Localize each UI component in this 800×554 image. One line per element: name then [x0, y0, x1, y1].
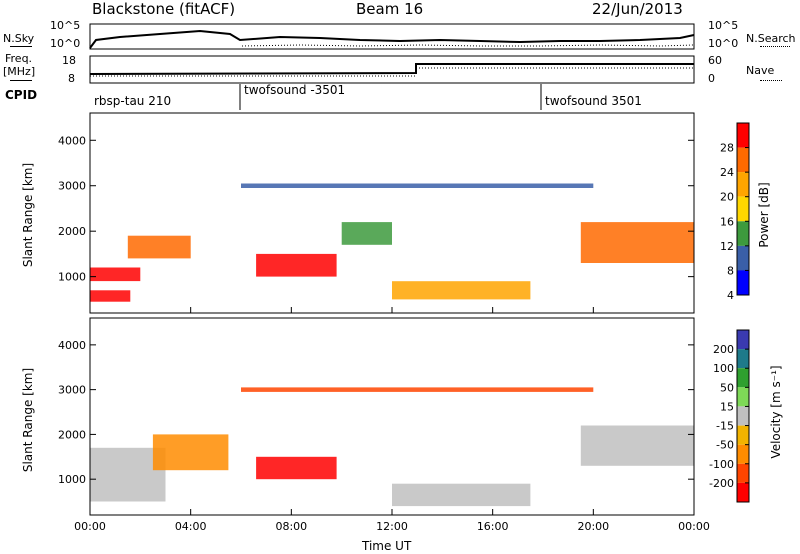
nsky-series	[89, 29, 695, 49]
freq-tick-bottom: 8	[68, 72, 75, 85]
power-cbar-swatch-0	[737, 123, 749, 148]
power-yticks-label-1: 2000	[58, 225, 86, 238]
nave-tick-top: 60	[708, 54, 722, 67]
power-regions-region-5	[392, 281, 531, 300]
cpid-label: CPID	[5, 88, 38, 102]
freq-label: Freq.	[5, 52, 33, 65]
nsky-legend-line	[10, 46, 32, 47]
beam-title: Beam 16	[356, 0, 424, 18]
nsearch-label: N.Search	[746, 32, 796, 45]
power-regions-region-1	[90, 290, 131, 302]
power-cbar-swatch-3	[737, 196, 749, 222]
nave-tick-bottom: 0	[708, 72, 715, 85]
cpid-segment-2: twofsound -3501	[244, 83, 346, 97]
freq-panel-frame	[89, 55, 695, 84]
power-yticks-label-2: 3000	[58, 180, 86, 193]
power-regions-region-3	[256, 253, 337, 277]
velocity-cbar-swatch-2	[737, 368, 749, 388]
velocity-regions-region-2	[256, 456, 337, 480]
time-xticks: 00:00 04:00 08:00 12:00 16:00 20:00 00:00	[74, 307, 710, 533]
power-colorbar: 28 24 20 16 12 8 4	[720, 122, 750, 302]
sky-left-tick-bottom: 10^0	[50, 37, 81, 50]
cpid-segment-1: rbsp-tau 210	[94, 94, 172, 108]
velocity-cbar-swatch-5	[737, 425, 749, 445]
power-cbar-swatch-2	[737, 172, 749, 197]
nave-legend-line	[760, 80, 782, 81]
power-regions-region-4	[341, 222, 392, 245]
sky-panel-frame	[89, 23, 695, 50]
velocity-cbar-swatch-0	[737, 330, 749, 350]
velocity-cbar-label-3: 15	[720, 400, 734, 413]
xtick-label-2: 08:00	[275, 520, 307, 533]
velocity-cbar-frame	[736, 329, 750, 503]
xtick-label-5: 20:00	[577, 520, 609, 533]
xtick-label-3: 12:00	[376, 520, 408, 533]
velocity-regions-region-1	[152, 434, 229, 471]
freq-tick-top: 18	[62, 54, 76, 67]
power-yticks-label-3: 4000	[58, 134, 86, 147]
velocity-cbar-swatch-1	[737, 349, 749, 369]
power-heatmap	[90, 183, 695, 302]
power-cbar-frame	[736, 122, 750, 296]
sky-right-tick-top: 10^5	[708, 19, 739, 32]
power-cbar-swatch-1	[737, 147, 749, 173]
velocity-cbar-label-4: -15	[716, 420, 734, 433]
velocity-cbar-label-6: -100	[709, 458, 734, 471]
nsky-label: N.Sky	[3, 32, 35, 45]
sky-left-tick-top: 10^5	[50, 19, 81, 32]
xtick-label-0: 00:00	[74, 520, 106, 533]
nsearch-legend-line	[760, 46, 790, 47]
freq-legend-line	[10, 80, 32, 81]
velocity-cbar-label-0: 200	[713, 343, 734, 356]
freq-series	[89, 63, 694, 75]
velocity-regions-region-3	[392, 483, 531, 507]
station-title: Blackstone (fitACF)	[92, 0, 236, 18]
velocity-cbar-swatch-3	[737, 387, 749, 407]
velocity-cbar-label-5: -50	[716, 439, 734, 452]
power-cbar-label-5: 8	[727, 264, 734, 277]
velocity-cbar-label-7: -200	[709, 477, 734, 490]
velocity-yticks-label-1: 2000	[58, 428, 86, 441]
velocity-cbar-swatch-6	[737, 444, 749, 464]
time-xlabel: Time UT	[362, 539, 412, 553]
power-cbar-label-4: 12	[720, 240, 734, 253]
nsearch-series	[241, 44, 695, 47]
velocity-cbar-swatch-7	[737, 463, 749, 483]
velocity-regions-region-5	[241, 387, 594, 392]
velocity-yticks-label-3: 4000	[58, 339, 86, 352]
xtick-label-1: 04:00	[175, 520, 207, 533]
cpid-segment-3: twofsound 3501	[545, 94, 642, 108]
velocity-regions-region-4	[580, 425, 695, 466]
xtick-label-4: 16:00	[477, 520, 509, 533]
power-cbar-swatch-6	[737, 270, 749, 295]
power-yticks-label-0: 1000	[58, 271, 86, 284]
power-cbar-label-6: 4	[727, 289, 734, 302]
velocity-cbar-swatch-4	[737, 406, 749, 426]
power-cbar-label-3: 16	[720, 215, 734, 228]
power-regions-region-0	[90, 267, 141, 282]
date-title: 22/Jun/2013	[592, 0, 683, 18]
power-cbar-label-0: 28	[720, 142, 734, 155]
velocity-yticks-label-2: 3000	[58, 384, 86, 397]
velocity-colorbar: 200 100 50 15 -15 -50 -100 -200	[709, 329, 750, 503]
velocity-cbar-label-2: 50	[720, 381, 734, 394]
velocity-yticks: 1000 2000 3000 4000	[58, 339, 694, 486]
power-regions-region-7	[241, 183, 594, 188]
velocity-cbar-label-1: 100	[713, 362, 734, 375]
power-yticks: 1000 2000 3000 4000	[58, 134, 694, 284]
nave-label: Nave	[746, 64, 775, 77]
power-cbar-swatch-5	[737, 245, 749, 271]
power-regions-region-2	[127, 235, 191, 259]
power-cbar-label-1: 24	[720, 166, 734, 179]
sky-right-tick-bottom: 10^0	[708, 37, 739, 50]
power-regions-region-6	[580, 222, 695, 263]
power-cbar-swatch-4	[737, 221, 749, 246]
velocity-cbar-swatch-8	[737, 482, 749, 502]
power-cbar-label-2: 20	[720, 191, 734, 204]
freq-unit-label: [MHz]	[3, 65, 36, 78]
velocity-heatmap	[90, 387, 695, 507]
velocity-yticks-label-0: 1000	[58, 473, 86, 486]
xtick-label-6: 00:00	[678, 520, 710, 533]
